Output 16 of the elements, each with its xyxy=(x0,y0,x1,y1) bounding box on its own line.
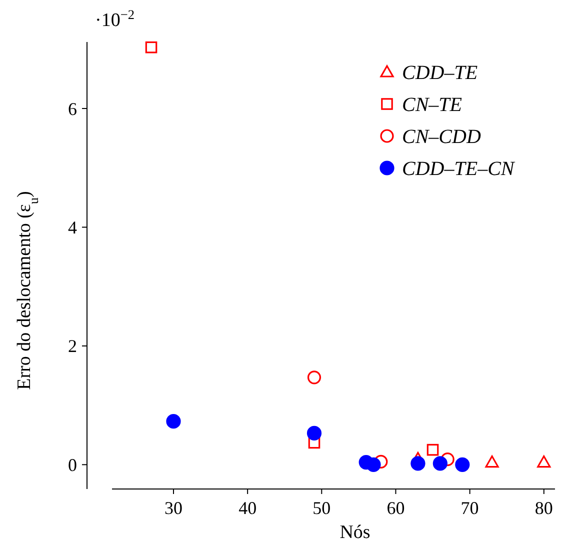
y-tick-label: 4 xyxy=(68,218,77,238)
x-tick-label: 60 xyxy=(386,498,405,518)
legend-label: CN–TE xyxy=(402,94,462,116)
x-tick-label: 80 xyxy=(534,498,553,518)
legend-label: CDD–TE xyxy=(402,62,478,84)
text: ·10$^{−2}$ xyxy=(95,6,134,31)
x-tick-label: 70 xyxy=(460,498,479,518)
legend-label: CN–CDD xyxy=(402,126,482,148)
x-tick-label: 30 xyxy=(164,498,182,518)
x-tick-label: 50 xyxy=(312,498,331,518)
x-tick-label: 40 xyxy=(238,498,257,518)
y-tick-label: 6 xyxy=(68,98,77,119)
x-axis-title: Nós xyxy=(340,522,370,542)
legend-label: CDD–TE–CN xyxy=(402,158,516,180)
y-tick-label: 2 xyxy=(68,336,77,356)
y-tick-label: 0 xyxy=(68,454,77,475)
